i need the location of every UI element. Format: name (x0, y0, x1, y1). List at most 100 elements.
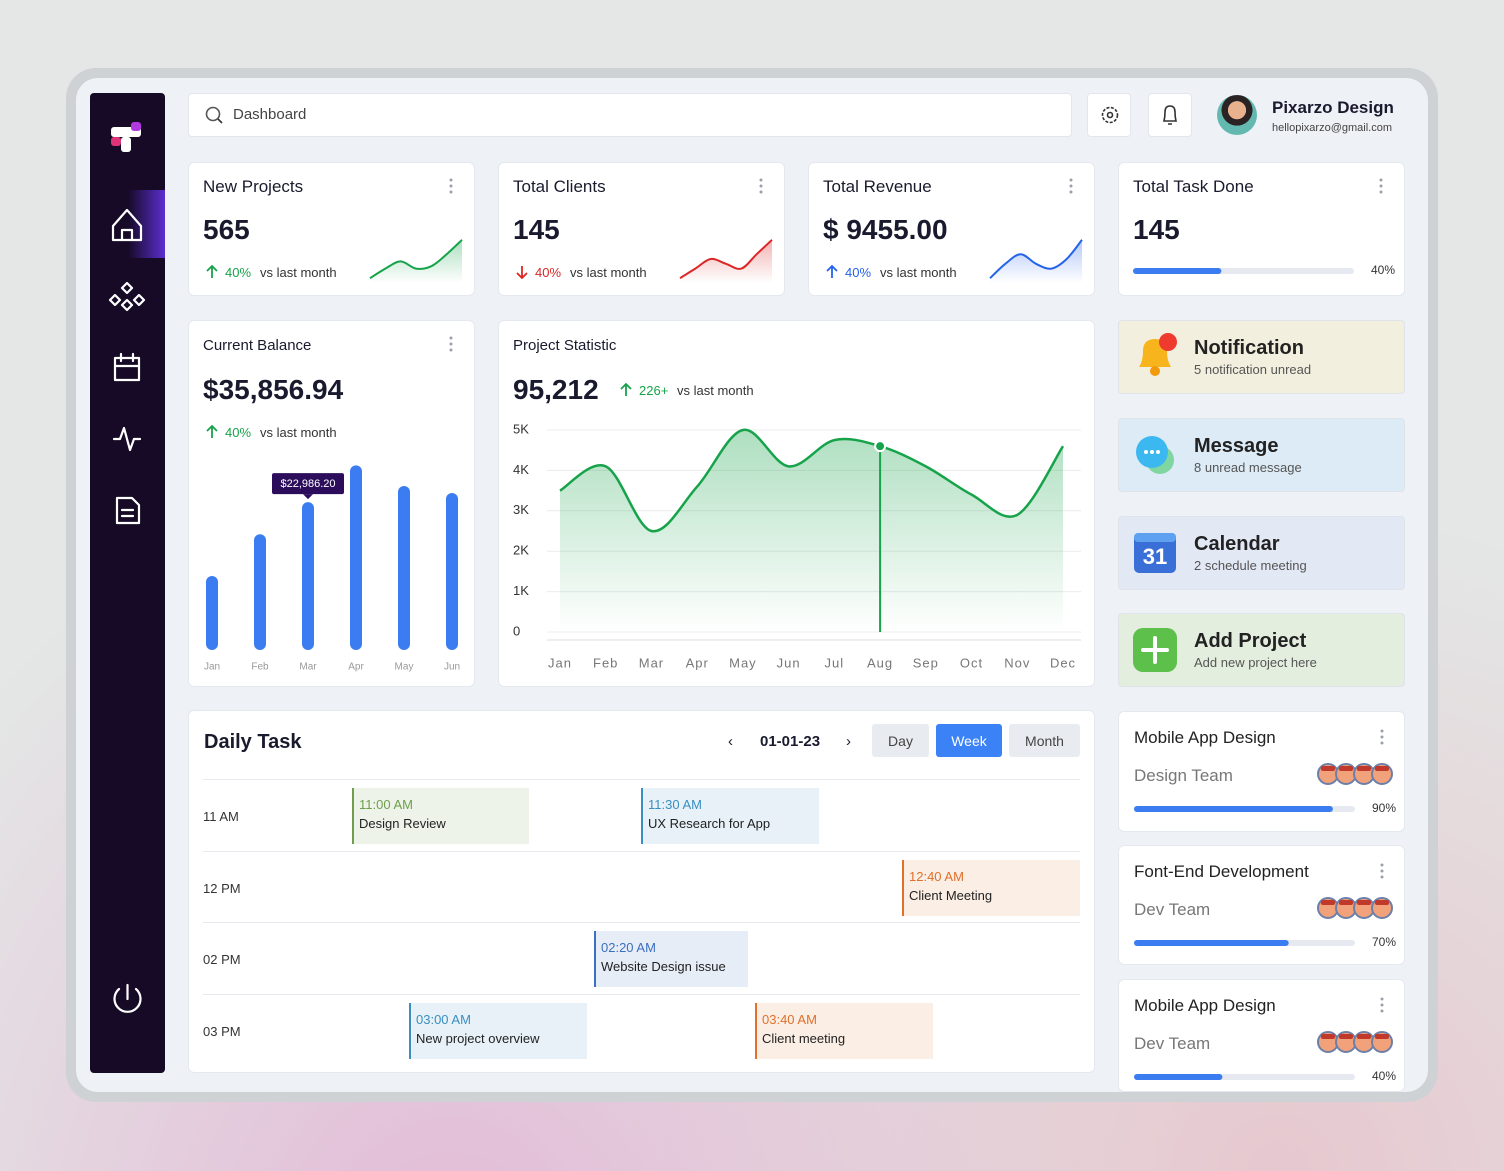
tooltip-pointer (303, 494, 313, 500)
x-tick-label: Jul (825, 655, 845, 670)
next-button[interactable]: › (846, 733, 851, 750)
event[interactable] (352, 788, 529, 844)
event[interactable] (902, 860, 1080, 916)
more-button (1379, 184, 1383, 188)
stat-title: Total Clients (513, 177, 606, 196)
x-tick-label: Feb (251, 662, 269, 673)
y-tick-label: 3K (513, 502, 529, 517)
search-box[interactable] (188, 93, 1072, 137)
daily-task-title: Daily Task (204, 731, 302, 753)
member-hair (1321, 766, 1335, 771)
active-indicator (128, 190, 165, 258)
stat-title: Total Revenue (823, 177, 932, 196)
shortcut-subtitle: 5 notification unread (1194, 362, 1312, 377)
value-label: $22,986.20 (280, 478, 335, 490)
event[interactable] (641, 788, 819, 844)
user-email: hellopixarzo@gmail.com (1272, 122, 1392, 134)
bar (350, 465, 362, 650)
row-label: 03 PM (203, 1024, 241, 1039)
user-name: Pixarzo Design (1272, 98, 1394, 117)
stat-value: 565 (203, 214, 250, 245)
event-time: 12:40 AM (909, 869, 964, 884)
more-button (1069, 190, 1073, 194)
row-label: 11 AM (203, 809, 239, 824)
project-team: Design Team (1134, 766, 1233, 785)
more-button (1069, 184, 1073, 188)
project-title: Mobile App Design (1134, 996, 1276, 1015)
more-button (1380, 729, 1384, 733)
plus (1141, 636, 1169, 664)
member-hair (1321, 1034, 1335, 1039)
statistic-title: Project Statistic (513, 337, 617, 354)
settings-icon (1106, 111, 1114, 119)
x-tick-label: Dec (1050, 655, 1076, 670)
member-hair (1375, 900, 1389, 905)
balance-amount: $35,856.94 (203, 374, 344, 405)
y-tick-label: 0 (513, 623, 520, 638)
more-button (449, 348, 453, 352)
stat-note: vs last month (570, 265, 647, 280)
more-button (1380, 869, 1384, 873)
project-title: Mobile App Design (1134, 728, 1276, 747)
shortcut-title: Notification (1194, 337, 1304, 359)
logo (121, 137, 131, 152)
search-placeholder: Dashboard (233, 106, 307, 123)
sparkline (679, 239, 773, 280)
row-divider (203, 994, 1080, 995)
y-tick-label: 4K (513, 462, 529, 477)
bar (398, 485, 410, 650)
trend-arrow (826, 264, 838, 278)
sparkline (989, 239, 1083, 279)
y-tick-label: 2K (513, 543, 529, 558)
stat-value: $ 9455.00 (823, 214, 948, 245)
progress-label: 70% (1372, 935, 1396, 949)
message-dot (1144, 450, 1148, 454)
bar (206, 576, 218, 650)
bar (254, 534, 266, 650)
event-title: Design Review (359, 816, 446, 831)
member-hair (1357, 766, 1371, 771)
settings-button[interactable] (1087, 93, 1131, 137)
highlight-point (874, 440, 887, 453)
event[interactable] (755, 1003, 933, 1059)
prev-button[interactable]: ‹ (728, 733, 733, 750)
calendar-icon-text: 31 (1143, 544, 1167, 569)
bar (446, 493, 458, 650)
calendar-nav-icon (113, 352, 141, 382)
x-tick-label: Mar (299, 662, 317, 673)
row-label: 12 PM (203, 881, 241, 896)
bar (302, 502, 314, 650)
view-button[interactable] (1009, 724, 1080, 757)
event-title: UX Research for App (648, 816, 771, 831)
logo (111, 137, 121, 146)
member-hair (1339, 766, 1353, 771)
statistic-total: 95,212 (513, 374, 599, 405)
more-button (1380, 1009, 1384, 1013)
shortcut-title: Add Project (1194, 630, 1307, 652)
line (559, 428, 1065, 533)
more-button (1380, 735, 1384, 739)
event[interactable] (594, 931, 748, 987)
row-divider (203, 922, 1080, 923)
notification-button[interactable] (1148, 93, 1192, 137)
view-label: Week (951, 733, 987, 749)
event[interactable] (409, 1003, 587, 1059)
shortcut-title: Calendar (1194, 533, 1280, 555)
x-tick-label: May (395, 662, 414, 673)
daily-task-card (188, 710, 1095, 1073)
sparkline (369, 239, 463, 280)
member-hair (1339, 900, 1353, 905)
home-icon (111, 208, 143, 242)
view-button[interactable] (872, 724, 929, 757)
view-button[interactable] (936, 724, 1002, 757)
more-button (449, 336, 453, 340)
x-tick-label: May (729, 655, 757, 670)
bell-icon (1162, 105, 1178, 125)
progress-label: 40% (1371, 263, 1395, 277)
balance-change: 40% (225, 425, 252, 440)
more-button (1380, 863, 1384, 867)
calendar-icon (1134, 533, 1176, 573)
avatar (1217, 95, 1257, 135)
progress-bar (1134, 940, 1289, 946)
line-area (560, 429, 1063, 632)
